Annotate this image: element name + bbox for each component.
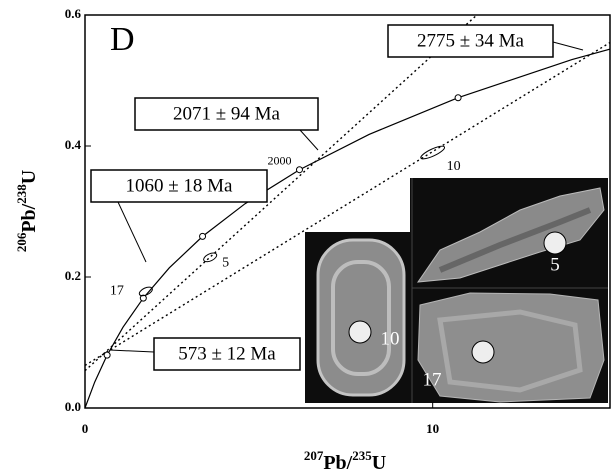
axis-label-part: Pb/: [323, 452, 352, 474]
axis-label-part: 238: [14, 184, 29, 204]
analysis-label: 10: [447, 159, 461, 174]
leader-line: [117, 201, 147, 263]
zircon-zoning: [437, 309, 583, 393]
analysis-spot: [471, 340, 495, 364]
age-marker: [295, 166, 303, 174]
analysis-spot: [543, 231, 567, 255]
y-tick-label: 0.4: [65, 137, 82, 152]
inset-photo: 5 10 17: [305, 178, 608, 403]
age-marker: [103, 351, 111, 359]
age-marker: [139, 294, 147, 302]
y-tick-label: 0.6: [65, 6, 82, 21]
age-label: 1060 ± 18 Ma: [125, 175, 233, 196]
axis-label-part: 207: [304, 448, 324, 463]
y-tick-label: 0.2: [65, 268, 81, 283]
age-marker-label: 2000: [267, 153, 291, 167]
zircon-crystal: [316, 238, 406, 397]
zircon-zoning: [438, 207, 592, 273]
y-tick-label: 0.0: [65, 399, 81, 414]
discordia-line: [85, 15, 478, 372]
label-box: [90, 169, 268, 203]
axis-label-part: U: [372, 452, 386, 474]
age-marker: [199, 232, 207, 240]
photo-label: 5: [550, 254, 560, 275]
label-box: [387, 24, 554, 58]
analysis-ellipse: [203, 252, 218, 263]
axis-label-part: 206: [14, 232, 29, 252]
analysis-ellipse: [138, 286, 153, 297]
leader-line: [109, 349, 155, 353]
xlabel-label: 207Pb/235U: [304, 448, 386, 474]
plot-area: [85, 15, 610, 408]
analysis-label: 17: [110, 284, 124, 299]
label-box: [153, 337, 301, 371]
axis-label-part: 235: [352, 448, 372, 463]
analysis-label: 5: [222, 256, 229, 271]
panel-label: D: [110, 21, 135, 58]
age-label: 573 ± 12 Ma: [178, 343, 276, 364]
leader-line: [299, 129, 319, 151]
label-box: [134, 97, 319, 131]
age-marker: [454, 94, 462, 102]
age-label: 2775 ± 34 Ma: [417, 30, 525, 51]
axis-label-part: Pb/: [18, 203, 40, 232]
ylabel-label: 206Pb/238U: [14, 170, 40, 252]
x-tick-label: 0: [82, 421, 89, 436]
age-label: 2071 ± 94 Ma: [173, 103, 281, 124]
analysis-ellipse: [420, 145, 446, 160]
plot-frame: [84, 14, 611, 409]
photo-label: 17: [423, 369, 442, 390]
photo-label: 10: [381, 328, 400, 349]
x-tick-label: 10: [426, 421, 439, 436]
axis-label-part: U: [18, 170, 40, 184]
zircon-zoning: [331, 260, 391, 376]
leader-line: [552, 41, 584, 51]
analysis-spot: [348, 320, 372, 344]
